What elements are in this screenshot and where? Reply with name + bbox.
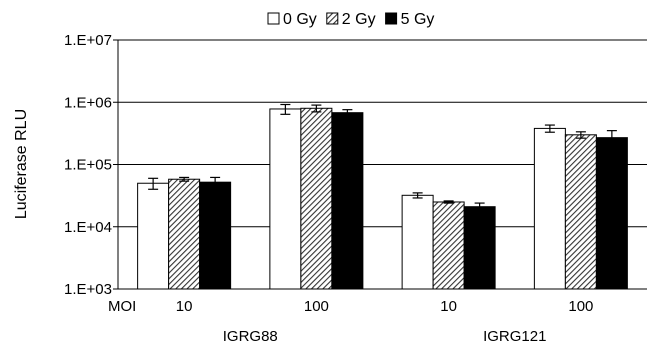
y-tick-label: 1.E+05 xyxy=(64,157,112,174)
x-group-label: IGRG88 xyxy=(223,328,278,345)
bar-2-gy xyxy=(432,201,465,290)
y-axis-title: Luciferase RLU xyxy=(13,109,30,219)
bar-2-gy xyxy=(168,178,201,290)
legend-label: 5 Gy xyxy=(401,11,435,28)
x-category-label: 100 xyxy=(568,298,593,315)
bar-2-gy xyxy=(564,134,597,290)
legend-swatch xyxy=(326,12,339,25)
legend-swatch xyxy=(267,12,280,25)
bar-0-gy xyxy=(533,127,566,290)
y-tick-label: 1.E+06 xyxy=(64,94,112,111)
bar-2-gy xyxy=(300,107,333,290)
y-tick-label: 1.E+03 xyxy=(64,281,112,298)
legend-label: 2 Gy xyxy=(342,11,376,28)
bar-0-gy xyxy=(269,108,302,290)
legend: 0 Gy 2 Gy 5 Gy xyxy=(267,11,435,28)
x-axis-prefix: MOI xyxy=(108,298,136,315)
x-category-label: 10 xyxy=(176,298,193,315)
x-axis-labels: 10 100 10 100 IGRG88 IGRG121 xyxy=(176,298,594,345)
bar-5-gy xyxy=(463,206,496,290)
bar-0-gy xyxy=(137,182,170,290)
bar-5-gy xyxy=(199,181,232,290)
bar-5-gy xyxy=(331,112,364,290)
x-category-label: 100 xyxy=(304,298,329,315)
bar-5-gy xyxy=(595,137,628,290)
x-group-label: IGRG121 xyxy=(483,328,546,345)
y-axis-ticks: 1.E+03 1.E+04 1.E+05 1.E+06 1.E+07 xyxy=(64,32,118,298)
bars xyxy=(137,103,628,290)
y-tick-label: 1.E+07 xyxy=(64,32,112,49)
legend-swatch xyxy=(385,12,398,25)
legend-label: 0 Gy xyxy=(283,11,317,28)
bar-0-gy xyxy=(401,194,434,290)
y-tick-label: 1.E+04 xyxy=(64,219,112,236)
x-category-label: 10 xyxy=(440,298,457,315)
